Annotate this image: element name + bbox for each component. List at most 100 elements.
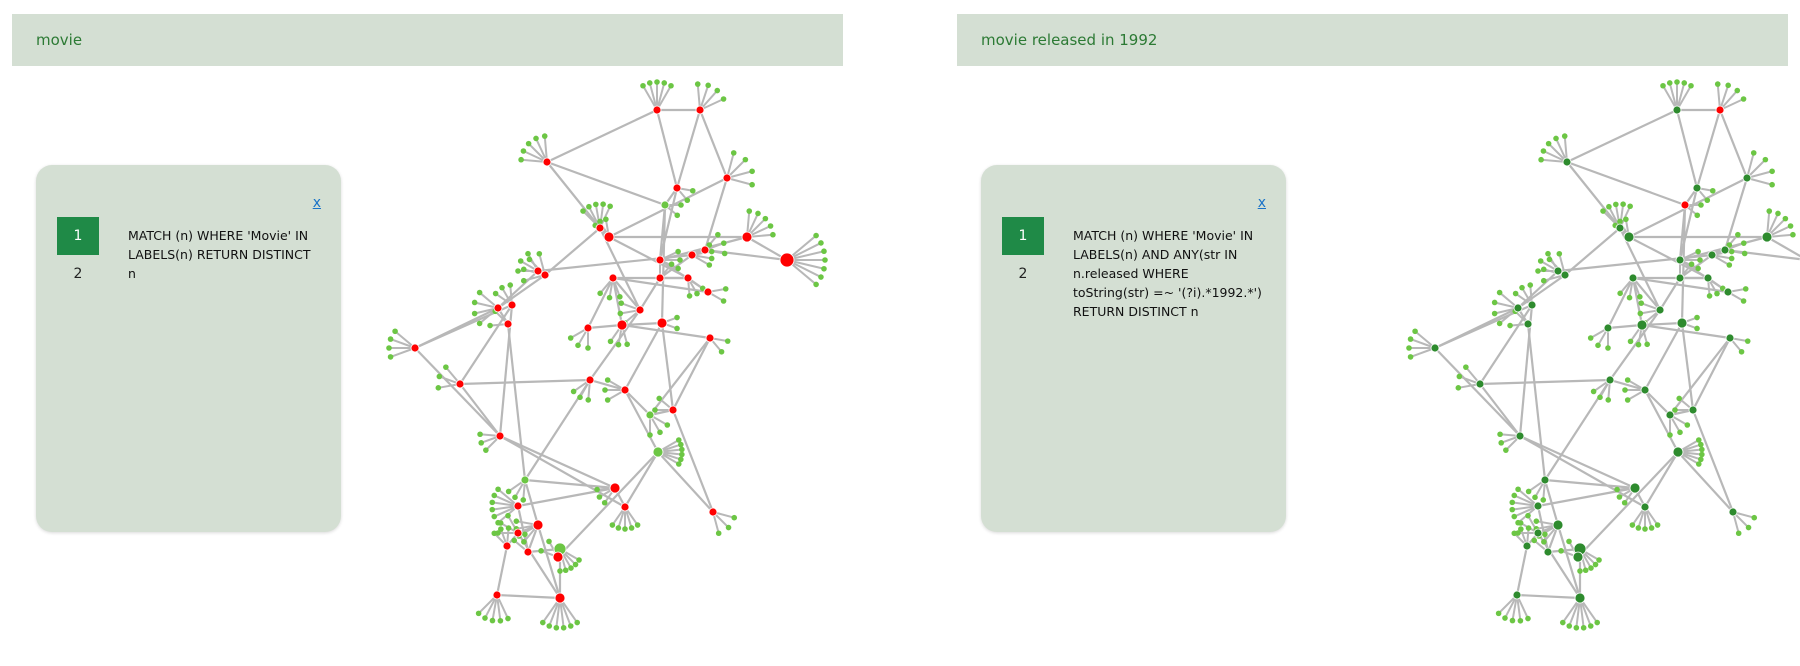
right-graph-movie-node[interactable] xyxy=(1560,270,1570,280)
left-graph-node[interactable] xyxy=(517,258,524,264)
left-graph-node[interactable] xyxy=(678,441,684,448)
left-graph-node[interactable] xyxy=(720,240,727,246)
left-graph-node[interactable] xyxy=(731,514,738,521)
right-graph-node[interactable] xyxy=(1527,282,1534,288)
right-graph-node[interactable] xyxy=(1782,215,1789,222)
left-graph-node[interactable] xyxy=(674,212,681,219)
left-graph-node[interactable] xyxy=(684,197,691,204)
right-graph-node[interactable] xyxy=(1623,216,1629,223)
right-graph-node[interactable] xyxy=(1518,526,1524,532)
right-graph-node[interactable] xyxy=(1694,314,1700,321)
right-graph-node[interactable] xyxy=(1456,373,1463,380)
right-graph-node[interactable] xyxy=(1644,341,1650,348)
right-graph-node[interactable] xyxy=(1566,538,1572,545)
left-graph-node[interactable] xyxy=(646,80,653,86)
left-graph-node[interactable] xyxy=(615,341,622,348)
left-graph-node[interactable] xyxy=(498,526,504,532)
right-graph-movie-node[interactable] xyxy=(1725,333,1735,343)
right-graph-node[interactable] xyxy=(1695,248,1701,255)
left-graph-node[interactable] xyxy=(821,265,827,272)
left-graph-node[interactable] xyxy=(572,561,579,568)
left-graph-movie-node[interactable] xyxy=(583,323,593,333)
left-graph-movie-node[interactable] xyxy=(503,319,513,329)
right-graph-node[interactable] xyxy=(1642,526,1648,532)
left-graph-movie-node[interactable] xyxy=(502,541,512,551)
right-graph-node[interactable] xyxy=(1688,261,1695,268)
right-graph-node[interactable] xyxy=(1654,522,1661,528)
left-graph-movie-node[interactable] xyxy=(533,266,543,276)
left-graph-node[interactable] xyxy=(746,208,753,214)
right-graph-node[interactable] xyxy=(1740,96,1747,102)
right-graph-node[interactable] xyxy=(1497,431,1503,438)
left-graph-node[interactable] xyxy=(675,461,682,467)
right-graph-node[interactable] xyxy=(1538,156,1544,163)
left-graph-node[interactable] xyxy=(730,150,737,156)
right-graph-node[interactable] xyxy=(1704,197,1711,204)
right-graph-movie-node[interactable] xyxy=(1523,319,1533,329)
left-graph-node[interactable] xyxy=(607,338,614,345)
left-graph-node[interactable] xyxy=(602,387,608,393)
left-graph-node[interactable] xyxy=(706,262,713,268)
left-graph-node[interactable] xyxy=(520,277,527,284)
left-graph-node[interactable] xyxy=(715,530,722,537)
left-close-link[interactable]: x xyxy=(312,195,321,211)
right-graph-node[interactable] xyxy=(1637,293,1643,300)
right-graph-movie-node[interactable] xyxy=(1715,105,1725,115)
right-graph-node[interactable] xyxy=(1676,395,1683,402)
right-graph-node[interactable] xyxy=(1667,432,1673,438)
right-graph-movie-node[interactable] xyxy=(1615,223,1625,233)
left-graph-movie-node[interactable] xyxy=(513,501,523,511)
right-graph-movie-node[interactable] xyxy=(1636,319,1648,331)
left-graph-node[interactable] xyxy=(575,342,581,349)
right-graph-movie-node[interactable] xyxy=(1720,245,1730,255)
left-graph-node[interactable] xyxy=(392,328,398,335)
left-graph-node[interactable] xyxy=(476,320,483,327)
right-graph-node[interactable] xyxy=(1637,310,1644,317)
right-graph-node[interactable] xyxy=(1511,530,1518,537)
right-graph-node[interactable] xyxy=(1491,310,1498,317)
right-graph-node[interactable] xyxy=(1573,624,1580,631)
left-graph-node[interactable] xyxy=(596,494,603,500)
left-graph-node[interactable] xyxy=(603,216,609,223)
right-graph-node[interactable] xyxy=(1621,499,1628,506)
left-graph-node[interactable] xyxy=(705,82,711,89)
right-graph-node[interactable] xyxy=(1624,397,1631,403)
left-graph-movie-node[interactable] xyxy=(683,273,693,283)
left-graph-movie-node[interactable] xyxy=(687,250,697,260)
right-graph-node[interactable] xyxy=(1597,394,1603,401)
right-graph-node[interactable] xyxy=(1540,497,1547,503)
left-graph-node[interactable] xyxy=(443,364,449,370)
right-graph-movie-node[interactable] xyxy=(1623,231,1635,243)
right-graph-node[interactable] xyxy=(1588,565,1594,571)
right-graph-movie-node[interactable] xyxy=(1522,541,1532,551)
left-graph-node[interactable] xyxy=(607,203,613,210)
left-graph-node[interactable] xyxy=(762,215,769,222)
left-graph-node[interactable] xyxy=(678,456,684,463)
right-graph-node[interactable] xyxy=(1546,256,1553,263)
left-graph-movie-node[interactable] xyxy=(645,410,655,420)
left-graph-node[interactable] xyxy=(538,548,544,554)
right-graph-movie-node[interactable] xyxy=(1603,323,1613,333)
right-graph-node[interactable] xyxy=(1624,377,1631,383)
left-graph-node[interactable] xyxy=(489,506,496,513)
left-graph-node[interactable] xyxy=(724,338,731,344)
left-graph-movie-node[interactable] xyxy=(542,157,552,167)
right-graph-node[interactable] xyxy=(1769,181,1775,188)
left-graph-movie-node[interactable] xyxy=(616,319,628,331)
left-graph-movie-node[interactable] xyxy=(608,273,618,283)
left-graph-node[interactable] xyxy=(647,432,653,438)
right-graph-node[interactable] xyxy=(1626,294,1633,301)
right-graph-node[interactable] xyxy=(1627,203,1633,210)
right-graph-movie-node[interactable] xyxy=(1761,231,1773,243)
right-graph-movie-node[interactable] xyxy=(1707,250,1717,260)
left-graph-node[interactable] xyxy=(708,255,715,262)
right-graph-node[interactable] xyxy=(1694,212,1701,219)
left-graph-node[interactable] xyxy=(617,310,624,317)
left-graph-node[interactable] xyxy=(386,345,392,351)
right-graph-movie-node[interactable] xyxy=(1640,385,1650,395)
left-graph-movie-node[interactable] xyxy=(635,305,645,315)
left-graph-node[interactable] xyxy=(568,565,574,571)
right-graph-node[interactable] xyxy=(1706,293,1713,299)
right-graph-node[interactable] xyxy=(1509,499,1516,506)
left-graph-movie-node[interactable] xyxy=(532,519,544,531)
